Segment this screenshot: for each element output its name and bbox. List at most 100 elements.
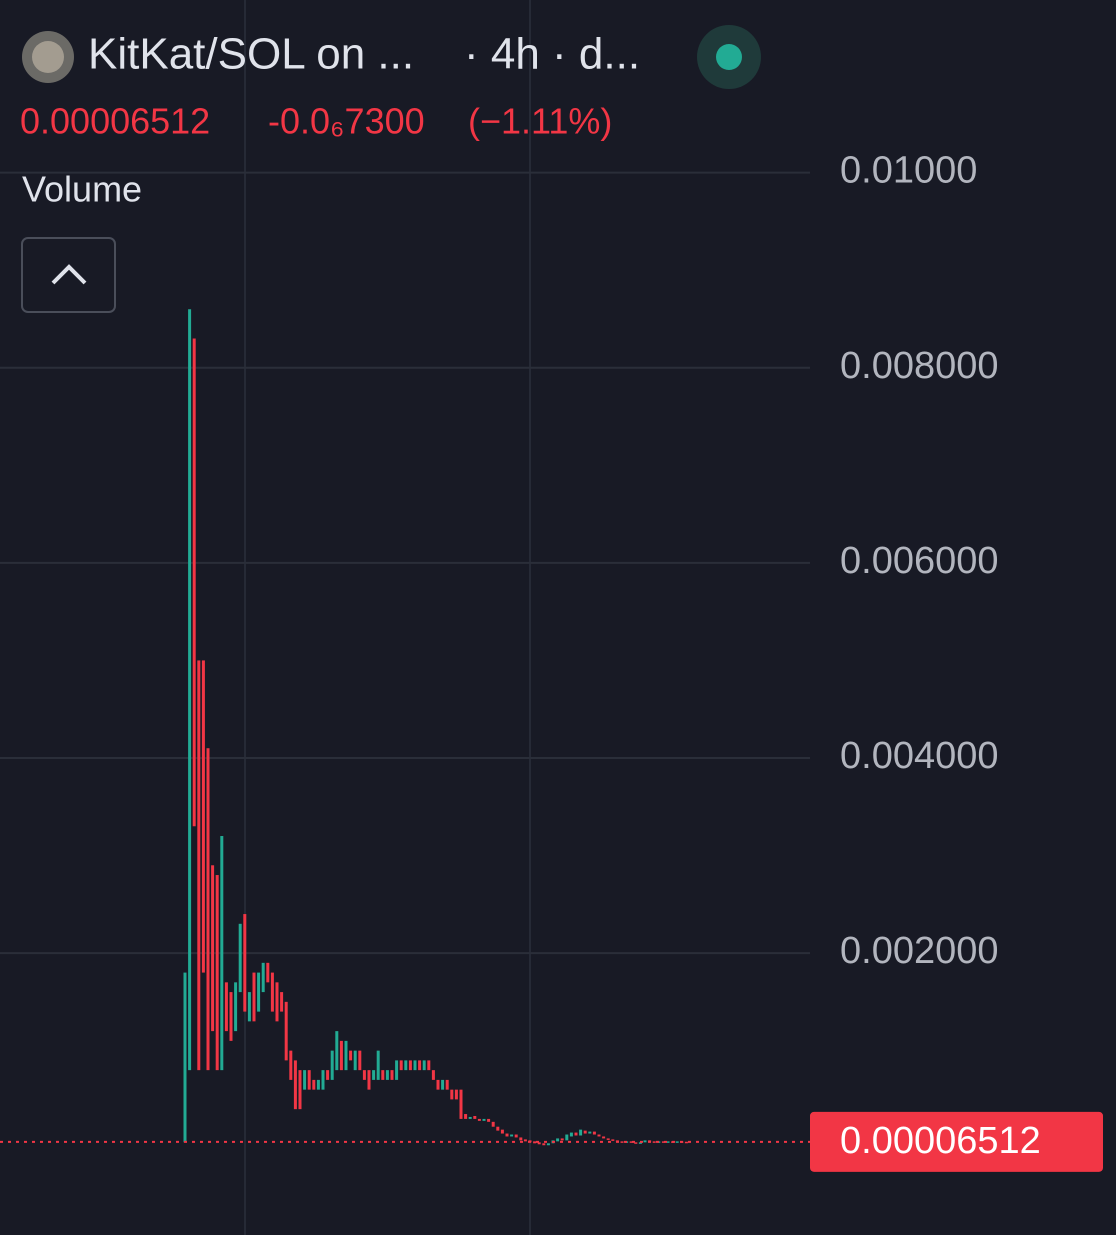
candle-body — [192, 338, 196, 827]
candle-body — [339, 1040, 343, 1071]
collapse-button[interactable] — [21, 237, 116, 313]
candle-body — [464, 1114, 468, 1119]
candle-body — [289, 1050, 293, 1080]
candle-body — [661, 1141, 665, 1143]
candle-body — [450, 1089, 454, 1100]
candle-body — [666, 1141, 670, 1143]
candle-body — [344, 1040, 348, 1071]
candle-body — [284, 1001, 288, 1061]
candle-body — [201, 660, 205, 973]
candle-body — [211, 865, 215, 1032]
candle-body — [395, 1060, 399, 1080]
chart-subtitle: · 4h · d... — [464, 30, 640, 79]
candle-body — [583, 1130, 587, 1134]
candle-body — [611, 1139, 615, 1141]
candle-body — [247, 992, 251, 1022]
candle-body — [427, 1060, 431, 1071]
y-tick-label: 0.006000 — [840, 540, 999, 582]
candle-body — [381, 1070, 385, 1080]
candle-body — [229, 992, 233, 1041]
candle-body — [413, 1060, 417, 1071]
candle-body — [634, 1142, 638, 1144]
chart-title: KitKat/SOL on ... — [88, 30, 414, 79]
candle-body — [675, 1141, 679, 1143]
candle-body — [487, 1118, 491, 1122]
candle-body — [491, 1121, 495, 1127]
candle-body — [316, 1079, 320, 1090]
candle-body — [234, 982, 238, 1032]
last-price-tag-label: 0.00006512 — [840, 1120, 1041, 1162]
candle-body — [579, 1129, 583, 1136]
candle-body — [275, 982, 279, 1022]
candle-body — [215, 875, 219, 1071]
candle-body — [482, 1118, 486, 1121]
candle-body — [270, 972, 274, 1012]
candle-body — [436, 1079, 440, 1090]
candle-body — [257, 972, 261, 1012]
candle-body — [362, 1070, 366, 1080]
candle-body — [376, 1050, 380, 1080]
candle-body — [399, 1060, 403, 1071]
candle-body — [445, 1079, 449, 1090]
candle-body — [220, 836, 224, 1071]
candle-body — [473, 1115, 477, 1119]
candle-body — [280, 992, 284, 1012]
candle-body — [629, 1141, 633, 1143]
y-tick-label: 0.01000 — [840, 150, 977, 192]
price-change: -0.0₆7300 — [268, 101, 425, 142]
candle-body — [514, 1134, 518, 1138]
candle-body — [537, 1142, 541, 1145]
chevron-up-icon — [51, 264, 87, 285]
candle-body — [188, 309, 192, 1071]
candle-body — [358, 1050, 362, 1071]
candle-body — [349, 1050, 353, 1061]
y-tick-label: 0.004000 — [840, 735, 999, 777]
candle-body — [293, 1060, 297, 1110]
candle-body — [353, 1050, 357, 1071]
candle-body — [367, 1070, 371, 1090]
last-price-tag — [810, 1111, 1103, 1172]
price-change-percent: (−1.11%) — [468, 101, 612, 142]
candle-body — [385, 1070, 389, 1080]
token-avatar-face — [32, 41, 64, 73]
candle-body — [307, 1070, 311, 1090]
candle-body — [477, 1118, 481, 1121]
candle-body — [266, 962, 270, 983]
candle-body — [303, 1070, 307, 1090]
candle-body — [542, 1143, 546, 1146]
indicator-label: Volume — [22, 169, 142, 210]
candle-body — [431, 1070, 435, 1080]
candle-body — [454, 1089, 458, 1100]
candle-body — [556, 1138, 560, 1142]
candle-body — [638, 1142, 642, 1144]
candle-body — [510, 1134, 514, 1137]
candle-body — [643, 1140, 647, 1143]
candle-body — [372, 1070, 376, 1080]
candle-body — [298, 1070, 302, 1110]
candle-body — [523, 1139, 527, 1142]
candle-body — [606, 1138, 610, 1140]
candle-body — [496, 1126, 500, 1131]
candle-body — [390, 1070, 394, 1080]
candle-body — [565, 1134, 569, 1141]
candle-body — [418, 1060, 422, 1071]
candle-body — [441, 1079, 445, 1090]
candle-body — [560, 1138, 564, 1141]
candle-body — [459, 1089, 463, 1119]
candle-body — [197, 660, 201, 1071]
candle-body — [569, 1132, 573, 1137]
candle-body — [321, 1070, 325, 1090]
candle-body — [533, 1141, 537, 1144]
candle-body — [243, 914, 247, 1012]
candle-body — [597, 1134, 601, 1137]
candle-body — [620, 1141, 624, 1143]
status-dot — [716, 44, 742, 70]
candle-body — [574, 1132, 578, 1136]
candle-body — [335, 1031, 339, 1071]
candle-body — [468, 1116, 472, 1119]
candle-body — [261, 962, 265, 993]
candle-body — [422, 1060, 426, 1071]
candle-body — [326, 1070, 330, 1080]
